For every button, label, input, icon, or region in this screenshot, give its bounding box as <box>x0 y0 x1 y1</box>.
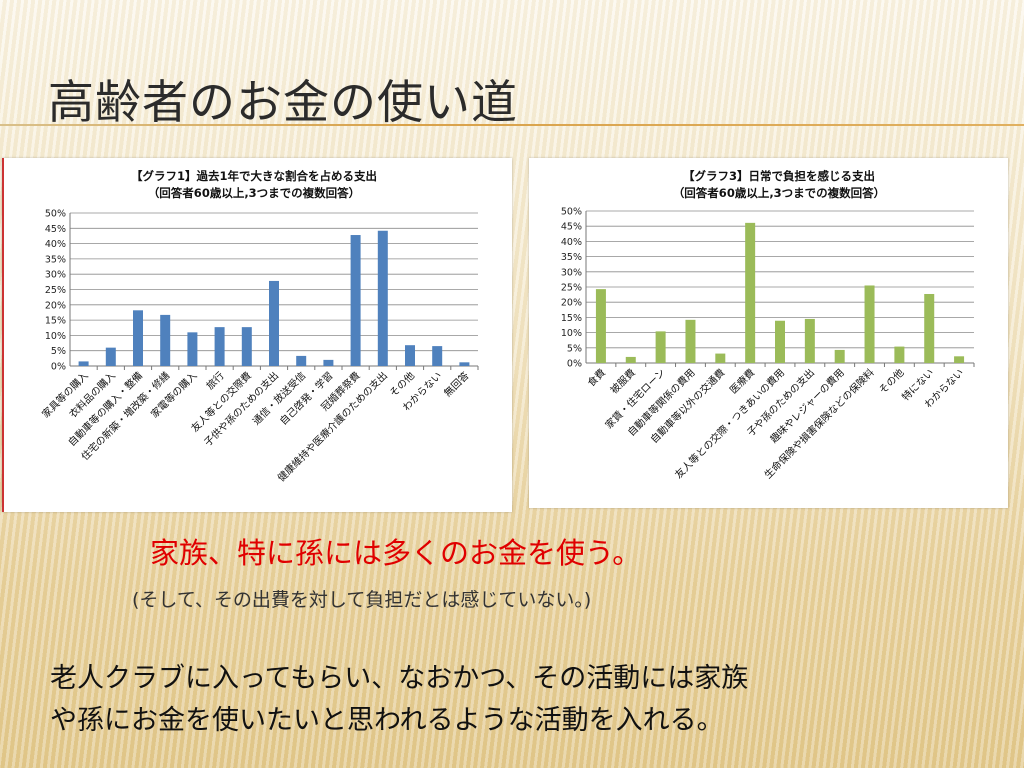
bar <box>187 332 198 366</box>
y-tick-label: 25% <box>45 285 66 296</box>
y-tick-label: 0% <box>51 362 66 373</box>
key-message: 家族、特に孫には多くのお金を使う。 <box>150 536 642 570</box>
bar <box>241 327 252 366</box>
y-tick-label: 30% <box>45 270 66 281</box>
bar <box>269 280 279 366</box>
bar <box>685 319 696 363</box>
chart-panel-burden: 【グラフ3】日常で負担を感じる支出 （回答者60歳以上,3つまでの複数回答） 0… <box>529 158 1008 508</box>
bar-chart-expenses: 【グラフ1】過去1年で大きな割合を占める支出 （回答者60歳以上,3つまでの複数… <box>39 169 479 484</box>
y-tick-label: 30% <box>561 267 582 278</box>
y-tick-label: 10% <box>561 328 582 339</box>
y-tick-label: 40% <box>45 239 66 250</box>
bar <box>834 349 845 363</box>
category-label: 食費 <box>585 366 608 389</box>
bar <box>350 235 361 366</box>
chart2-subtitle: （回答者60歳以上,3つまでの複数回答） <box>673 186 885 200</box>
bar <box>323 359 334 366</box>
chart-panel-expenses: 【グラフ1】過去1年で大きな割合を占める支出 （回答者60歳以上,3つまでの複数… <box>2 158 512 512</box>
bar <box>296 355 307 366</box>
key-message-note: (そして、その出費を対して負担だとは感じていない。) <box>132 589 592 611</box>
category-label: 被服費 <box>607 366 637 396</box>
category-label: 医療費 <box>727 366 757 396</box>
bar <box>432 346 443 366</box>
y-tick-label: 35% <box>45 254 66 265</box>
bar <box>160 314 171 366</box>
proposal-text: 老人クラブに入ってもらい、なおかつ、その活動には家族 や孫にお金を使いたいと思わ… <box>50 658 1010 742</box>
proposal-line-2: や孫にお金を使いたいと思われるような活動を入れる。 <box>50 705 724 736</box>
bar <box>655 331 666 363</box>
chart2-title: 【グラフ3】日常で負担を感じる支出 <box>683 169 875 183</box>
bar <box>864 285 875 363</box>
bar-chart-burden: 【グラフ3】日常で負担を感じる支出 （回答者60歳以上,3つまでの複数回答） 0… <box>561 169 975 481</box>
bar <box>924 293 935 363</box>
bar <box>214 327 225 366</box>
bar <box>377 230 388 366</box>
y-tick-label: 0% <box>567 359 582 370</box>
y-tick-label: 20% <box>561 298 582 309</box>
y-tick-label: 5% <box>567 343 582 354</box>
bar <box>405 345 415 366</box>
bar <box>954 356 965 363</box>
bar <box>804 318 815 363</box>
title-divider <box>0 124 1024 126</box>
y-tick-label: 50% <box>561 207 582 218</box>
bar <box>595 289 606 363</box>
bar <box>775 320 785 363</box>
category-label: 無回答 <box>441 369 471 399</box>
y-tick-label: 15% <box>561 313 582 324</box>
bar <box>715 353 726 363</box>
chart1-subtitle: （回答者60歳以上,3つまでの複数回答） <box>148 186 360 200</box>
y-tick-label: 15% <box>45 316 66 327</box>
y-tick-label: 45% <box>561 222 582 233</box>
y-tick-label: 20% <box>45 300 66 311</box>
bar <box>133 310 143 366</box>
proposal-line-1: 老人クラブに入ってもらい、なおかつ、その活動には家族 <box>50 663 749 694</box>
y-tick-label: 40% <box>561 237 582 248</box>
category-label: 旅行 <box>203 369 226 392</box>
y-tick-label: 25% <box>561 283 582 294</box>
slide-title: 高齢者のお金の使い道 <box>48 75 518 129</box>
y-tick-label: 45% <box>45 224 66 235</box>
y-tick-label: 5% <box>51 346 66 357</box>
bar <box>625 356 636 363</box>
bar <box>78 361 89 366</box>
bar <box>745 222 756 363</box>
bar <box>894 346 905 363</box>
y-tick-label: 10% <box>45 331 66 342</box>
bar <box>459 362 470 366</box>
y-tick-label: 50% <box>45 209 66 220</box>
y-tick-label: 35% <box>561 252 582 263</box>
chart1-title: 【グラフ1】過去1年で大きな割合を占める支出 <box>131 169 377 183</box>
bar <box>105 347 116 366</box>
category-label: その他 <box>876 366 906 396</box>
